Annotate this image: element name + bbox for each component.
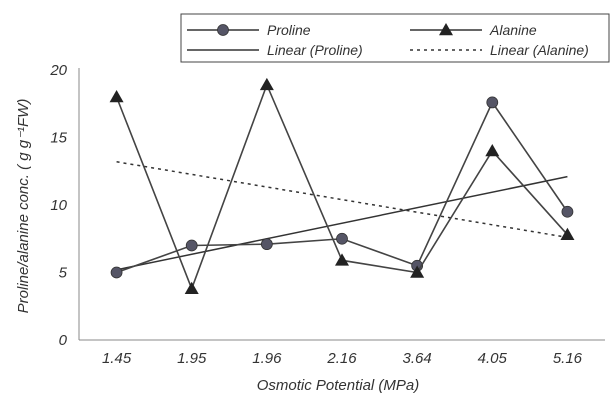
legend-marker-proline	[217, 24, 229, 36]
legend-label: Alanine	[489, 22, 537, 38]
legend: Proline Alanine Linear (Proline) Linear (Al…	[180, 13, 610, 63]
point-alanine	[259, 77, 274, 91]
x-tick-label: 2.16	[326, 350, 357, 367]
series-group	[109, 77, 575, 294]
legend-marker-alanine	[439, 23, 453, 36]
point-alanine	[184, 281, 199, 294]
point-alanine	[410, 265, 425, 278]
x-tick-label: 1.96	[252, 350, 282, 367]
legend-box	[180, 13, 610, 63]
point-proline	[185, 239, 198, 252]
series-line-proline	[116, 100, 569, 274]
point-proline	[486, 96, 499, 109]
point-alanine	[485, 144, 500, 157]
y-tick-label: 10	[50, 197, 67, 214]
point-proline	[110, 266, 123, 279]
legend-label: Proline	[267, 22, 311, 38]
y-tick-label: 5	[59, 265, 68, 282]
point-proline	[260, 238, 273, 251]
x-tick-label: 1.45	[102, 350, 132, 367]
x-axis-title: Osmotic Potential (MPa)	[257, 377, 420, 394]
legend-label: Linear (Proline)	[267, 42, 363, 58]
y-tick-label: 0	[59, 332, 68, 349]
trendline-alanine	[116, 161, 568, 239]
y-axis-title: Proline/alanine conc. ( g g⁻¹FW)	[15, 99, 32, 314]
x-tick-label: 5.16	[553, 350, 583, 367]
axes: 0 5 10 15 20 1.45 1.95 1.96 2.16 3.64 4.05 5.16	[49, 62, 605, 367]
y-tick-label: 15	[50, 130, 67, 147]
legend-label: Linear (Alanine)	[490, 42, 589, 58]
trendline-proline	[116, 175, 568, 271]
point-alanine	[109, 90, 124, 103]
x-tick-label: 4.05	[478, 350, 508, 367]
y-tick-label: 20	[49, 62, 67, 79]
point-alanine	[335, 253, 349, 266]
trendlines	[116, 161, 568, 271]
point-proline	[561, 205, 574, 218]
x-tick-label: 3.64	[403, 350, 432, 367]
x-tick-label: 1.95	[177, 350, 207, 367]
point-proline	[336, 232, 348, 245]
point-alanine	[560, 227, 575, 240]
